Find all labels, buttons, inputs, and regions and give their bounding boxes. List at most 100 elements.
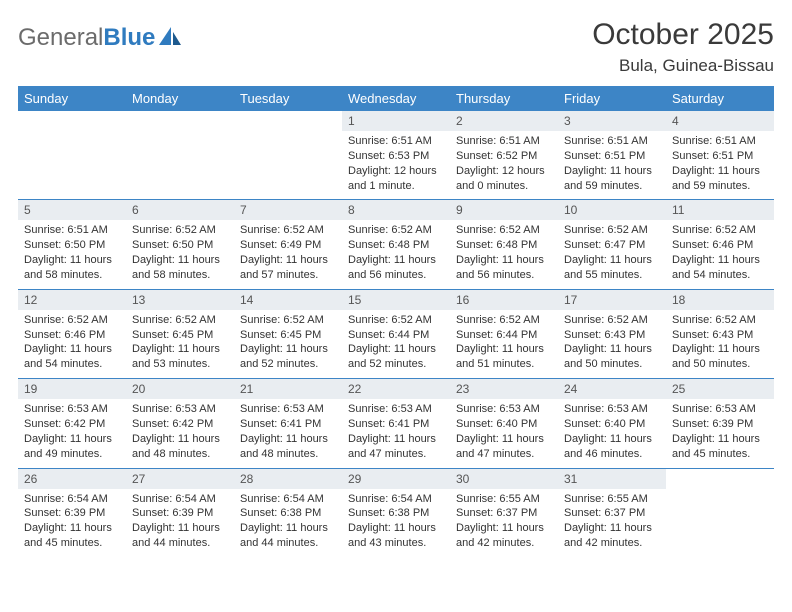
sunrise-line: Sunrise: 6:55 AM [456,492,552,507]
calendar-body: 1Sunrise: 6:51 AMSunset: 6:53 PMDaylight… [18,111,774,557]
sunset-line: Sunset: 6:53 PM [348,149,444,164]
daylight-line: Daylight: 11 hours and 59 minutes. [672,164,768,194]
calendar-cell: 22Sunrise: 6:53 AMSunset: 6:41 PMDayligh… [342,379,450,468]
weekday-header: Saturday [666,86,774,111]
sunrise-line: Sunrise: 6:52 AM [564,223,660,238]
calendar-row: 12Sunrise: 6:52 AMSunset: 6:46 PMDayligh… [18,289,774,378]
weekday-header: Thursday [450,86,558,111]
calendar-cell: 14Sunrise: 6:52 AMSunset: 6:45 PMDayligh… [234,289,342,378]
calendar-cell: 11Sunrise: 6:52 AMSunset: 6:46 PMDayligh… [666,200,774,289]
day-number: 23 [450,379,558,399]
calendar-cell: 19Sunrise: 6:53 AMSunset: 6:42 PMDayligh… [18,379,126,468]
day-number: 7 [234,200,342,220]
sunset-line: Sunset: 6:47 PM [564,238,660,253]
weekday-header: Friday [558,86,666,111]
calendar-cell: 13Sunrise: 6:52 AMSunset: 6:45 PMDayligh… [126,289,234,378]
day-number: 11 [666,200,774,220]
day-content: Sunrise: 6:51 AMSunset: 6:51 PMDaylight:… [666,131,774,199]
daylight-line: Daylight: 11 hours and 52 minutes. [348,342,444,372]
day-content: Sunrise: 6:52 AMSunset: 6:45 PMDaylight:… [126,310,234,378]
day-number: 27 [126,469,234,489]
daylight-line: Daylight: 11 hours and 47 minutes. [456,432,552,462]
daylight-line: Daylight: 11 hours and 55 minutes. [564,253,660,283]
day-content: Sunrise: 6:54 AMSunset: 6:39 PMDaylight:… [126,489,234,557]
sunset-line: Sunset: 6:52 PM [456,149,552,164]
day-number: 31 [558,469,666,489]
day-content: Sunrise: 6:51 AMSunset: 6:51 PMDaylight:… [558,131,666,199]
calendar-cell [18,111,126,200]
sunrise-line: Sunrise: 6:53 AM [456,402,552,417]
sunset-line: Sunset: 6:38 PM [348,506,444,521]
day-content [234,117,342,126]
day-number: 17 [558,290,666,310]
sunrise-line: Sunrise: 6:52 AM [564,313,660,328]
sunrise-line: Sunrise: 6:52 AM [456,313,552,328]
sunrise-line: Sunrise: 6:52 AM [132,223,228,238]
daylight-line: Daylight: 11 hours and 57 minutes. [240,253,336,283]
sunset-line: Sunset: 6:40 PM [564,417,660,432]
day-content: Sunrise: 6:52 AMSunset: 6:48 PMDaylight:… [450,220,558,288]
daylight-line: Daylight: 11 hours and 58 minutes. [132,253,228,283]
daylight-line: Daylight: 12 hours and 1 minute. [348,164,444,194]
sunrise-line: Sunrise: 6:53 AM [24,402,120,417]
sunrise-line: Sunrise: 6:52 AM [672,313,768,328]
day-content: Sunrise: 6:53 AMSunset: 6:42 PMDaylight:… [126,399,234,467]
sunrise-line: Sunrise: 6:51 AM [564,134,660,149]
calendar-cell: 28Sunrise: 6:54 AMSunset: 6:38 PMDayligh… [234,468,342,557]
calendar-row: 19Sunrise: 6:53 AMSunset: 6:42 PMDayligh… [18,379,774,468]
sunset-line: Sunset: 6:42 PM [132,417,228,432]
sunrise-line: Sunrise: 6:53 AM [672,402,768,417]
day-content: Sunrise: 6:53 AMSunset: 6:39 PMDaylight:… [666,399,774,467]
day-number: 25 [666,379,774,399]
calendar-cell: 4Sunrise: 6:51 AMSunset: 6:51 PMDaylight… [666,111,774,200]
sunset-line: Sunset: 6:41 PM [240,417,336,432]
daylight-line: Daylight: 11 hours and 49 minutes. [24,432,120,462]
daylight-line: Daylight: 11 hours and 59 minutes. [564,164,660,194]
sunset-line: Sunset: 6:39 PM [132,506,228,521]
calendar-cell: 7Sunrise: 6:52 AMSunset: 6:49 PMDaylight… [234,200,342,289]
sunrise-line: Sunrise: 6:53 AM [132,402,228,417]
logo-word2: Blue [103,24,155,51]
daylight-line: Daylight: 11 hours and 54 minutes. [672,253,768,283]
sunset-line: Sunset: 6:46 PM [24,328,120,343]
day-number: 20 [126,379,234,399]
sunrise-line: Sunrise: 6:53 AM [564,402,660,417]
daylight-line: Daylight: 11 hours and 43 minutes. [348,521,444,551]
sunset-line: Sunset: 6:41 PM [348,417,444,432]
sunset-line: Sunset: 6:50 PM [24,238,120,253]
logo: GeneralBlue [18,18,183,52]
day-number: 28 [234,469,342,489]
day-content: Sunrise: 6:51 AMSunset: 6:50 PMDaylight:… [18,220,126,288]
daylight-line: Daylight: 11 hours and 56 minutes. [456,253,552,283]
day-content: Sunrise: 6:53 AMSunset: 6:42 PMDaylight:… [18,399,126,467]
sunset-line: Sunset: 6:43 PM [672,328,768,343]
day-number: 12 [18,290,126,310]
calendar-cell: 18Sunrise: 6:52 AMSunset: 6:43 PMDayligh… [666,289,774,378]
daylight-line: Daylight: 12 hours and 0 minutes. [456,164,552,194]
daylight-line: Daylight: 11 hours and 50 minutes. [564,342,660,372]
daylight-line: Daylight: 11 hours and 42 minutes. [456,521,552,551]
daylight-line: Daylight: 11 hours and 48 minutes. [240,432,336,462]
sunrise-line: Sunrise: 6:52 AM [348,223,444,238]
day-number: 18 [666,290,774,310]
sunset-line: Sunset: 6:42 PM [24,417,120,432]
daylight-line: Daylight: 11 hours and 48 minutes. [132,432,228,462]
sunset-line: Sunset: 6:51 PM [672,149,768,164]
sunrise-line: Sunrise: 6:51 AM [456,134,552,149]
sunset-line: Sunset: 6:44 PM [348,328,444,343]
calendar-cell [126,111,234,200]
calendar-cell: 20Sunrise: 6:53 AMSunset: 6:42 PMDayligh… [126,379,234,468]
day-content: Sunrise: 6:52 AMSunset: 6:43 PMDaylight:… [558,310,666,378]
calendar-cell: 26Sunrise: 6:54 AMSunset: 6:39 PMDayligh… [18,468,126,557]
location: Bula, Guinea-Bissau [592,56,774,76]
sunset-line: Sunset: 6:39 PM [672,417,768,432]
daylight-line: Daylight: 11 hours and 54 minutes. [24,342,120,372]
calendar-row: 1Sunrise: 6:51 AMSunset: 6:53 PMDaylight… [18,111,774,200]
weekday-header: Monday [126,86,234,111]
calendar-cell: 8Sunrise: 6:52 AMSunset: 6:48 PMDaylight… [342,200,450,289]
day-content: Sunrise: 6:51 AMSunset: 6:52 PMDaylight:… [450,131,558,199]
sail-icon [157,25,183,52]
day-number: 16 [450,290,558,310]
calendar-cell [234,111,342,200]
calendar-row: 26Sunrise: 6:54 AMSunset: 6:39 PMDayligh… [18,468,774,557]
